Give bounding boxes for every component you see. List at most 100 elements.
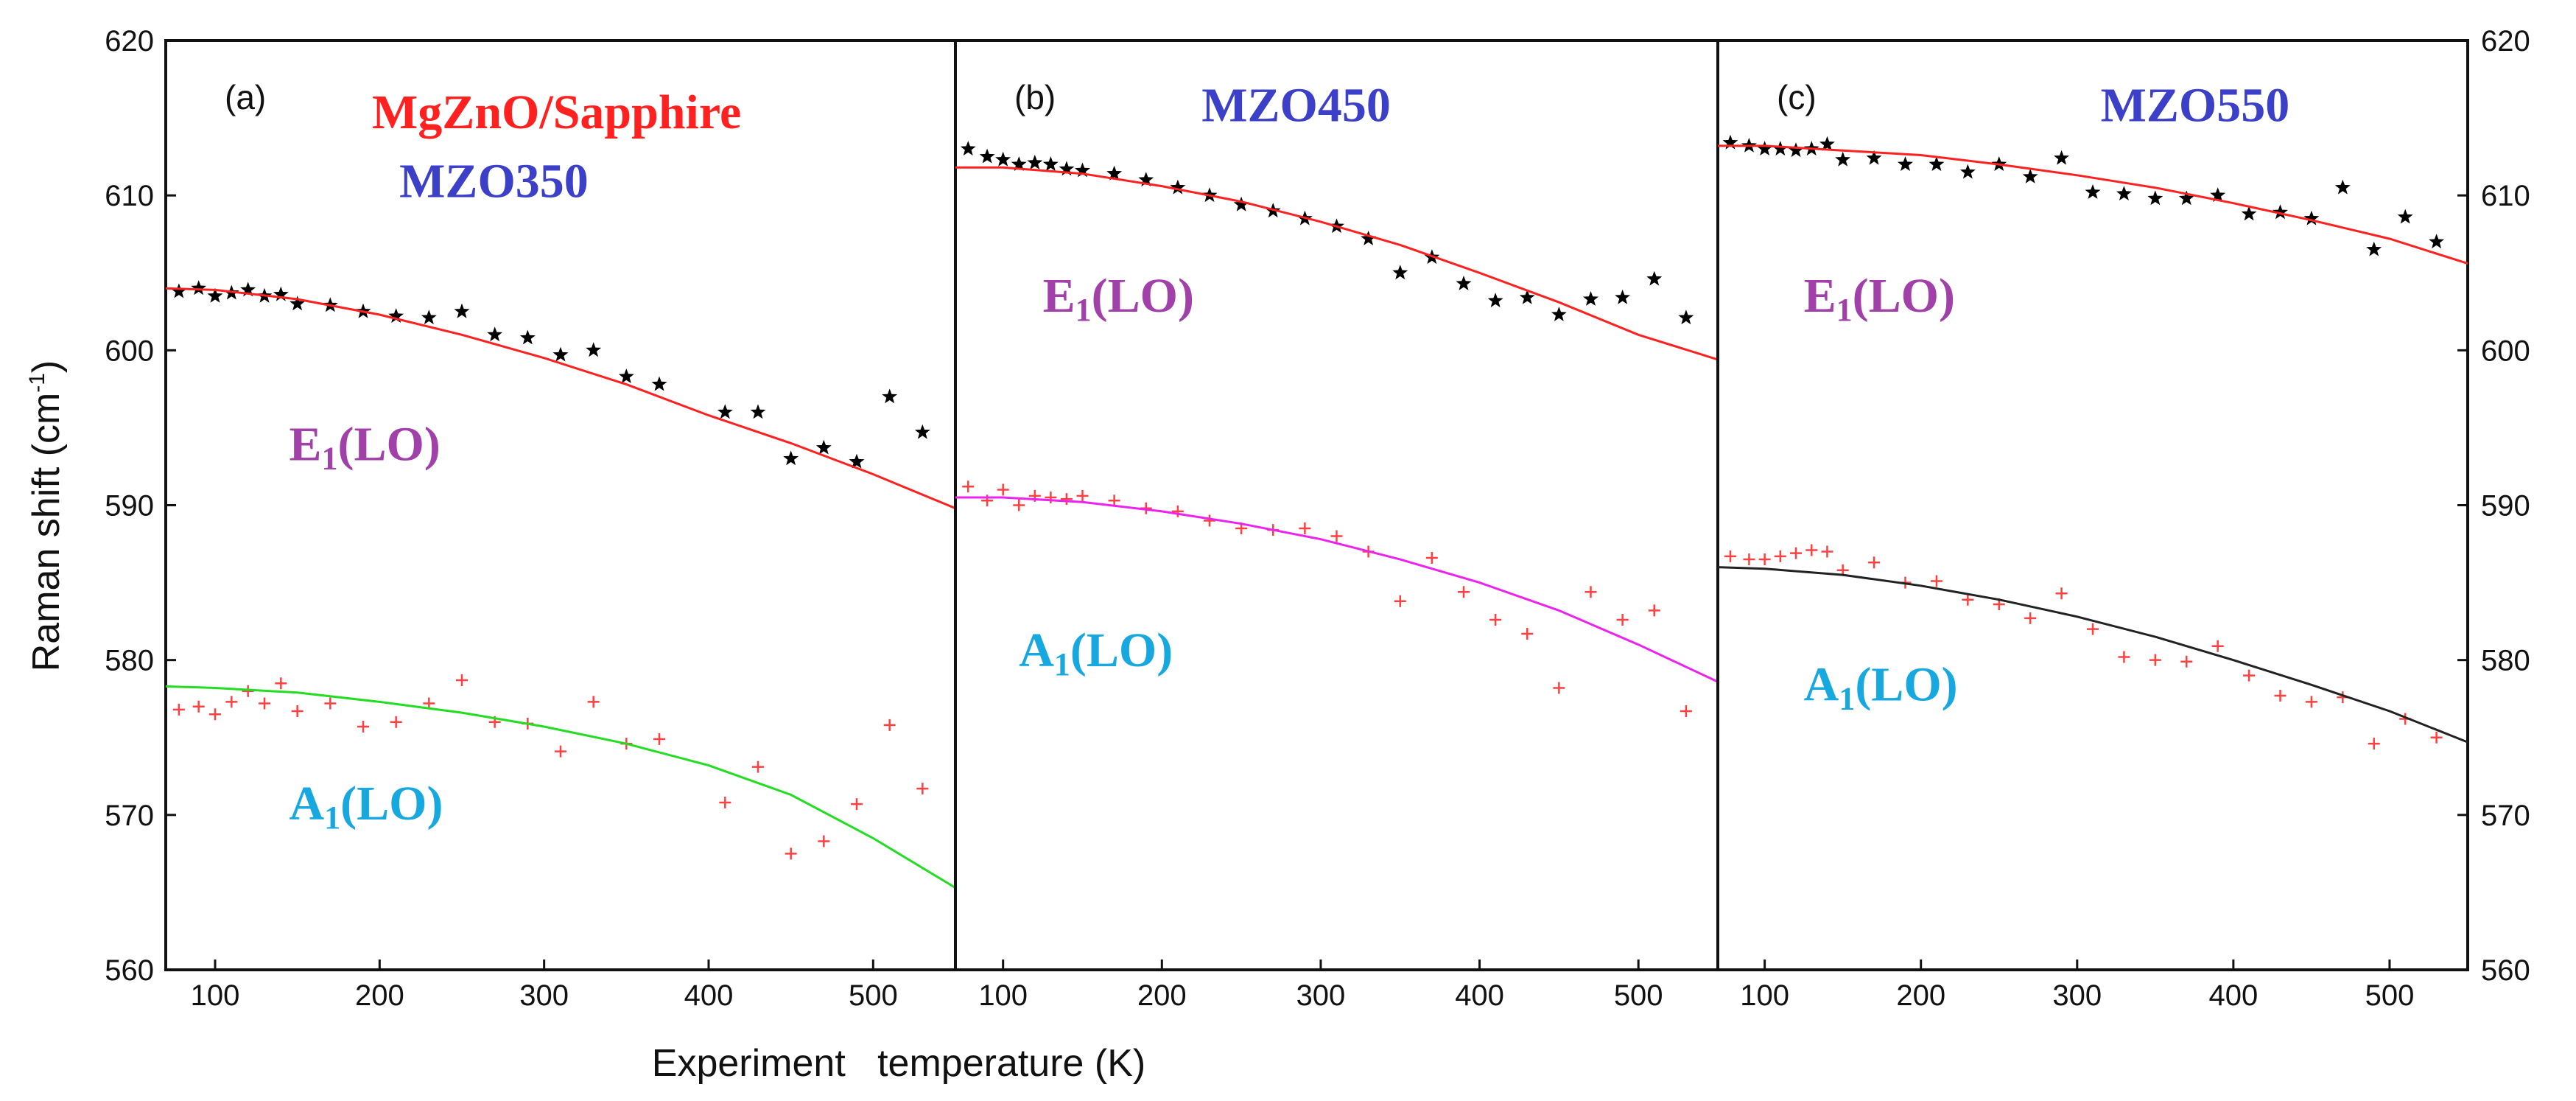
star-point [960, 141, 976, 155]
plus-point [1458, 586, 1470, 598]
star-point [1233, 196, 1249, 212]
star-point [1615, 289, 1631, 304]
plus-point [192, 700, 205, 713]
plus-point [1821, 545, 1833, 558]
plus-point [1299, 522, 1311, 535]
plus-point [209, 708, 221, 721]
x-tick-label: 400 [1455, 979, 1504, 1012]
star-point [1788, 142, 1804, 158]
star-point [519, 329, 536, 345]
plus-point [291, 705, 303, 718]
y-tick-label-left: 590 [105, 490, 154, 522]
x-tick-label: 400 [684, 979, 734, 1012]
fit-line [1718, 144, 2468, 265]
plus-point [962, 480, 975, 493]
star-point [1583, 291, 1598, 306]
plus-point [1204, 514, 1215, 527]
panel-a: 100 200 300 400 500 (a) MZO350 E1(LO) A1(LO) [164, 39, 957, 1012]
star-point [1027, 155, 1043, 169]
plus-point [1076, 489, 1089, 502]
star-point [2303, 210, 2320, 226]
plus-point [1743, 553, 1755, 566]
y-tick-label-left: 610 [105, 180, 154, 212]
star-point [487, 326, 503, 342]
y-axis-title-sup: -1 [25, 373, 49, 393]
star-point [1866, 150, 1882, 165]
panels-group: 100 200 300 400 500 (a) MZO350 E1(LO) A1(LO) 100 2… [164, 39, 2469, 1012]
x-tick-label: 100 [978, 979, 1028, 1012]
panel-label: (c) [1777, 78, 1817, 116]
plus-point [1553, 682, 1565, 694]
plus-point [1013, 499, 1025, 511]
star-point [1646, 270, 1663, 286]
plus-point [1171, 505, 1184, 517]
star-point [1678, 310, 1694, 325]
plus-point [1930, 575, 1942, 587]
y-tick-label-left: 600 [105, 335, 154, 367]
plus-point [1868, 556, 1881, 569]
y-tick-label-left: 620 [105, 25, 154, 57]
plus-point [752, 761, 764, 773]
y-tick-label-right: 560 [2481, 954, 2530, 987]
sample-name: MZO350 [399, 154, 589, 208]
star-point [2273, 204, 2288, 220]
star-point [1075, 162, 1090, 178]
plus-point [2305, 696, 2317, 708]
x-tick-label: 300 [2052, 979, 2102, 1012]
plus-point [818, 835, 830, 847]
star-point [2178, 190, 2194, 206]
star-point [1898, 156, 1913, 171]
star-point [2085, 184, 2101, 199]
star-point [289, 296, 306, 311]
star-point [717, 404, 733, 419]
plus-point [1805, 544, 1818, 556]
x-tick-label: 100 [191, 979, 240, 1012]
plus-point [1045, 491, 1057, 503]
plus-point [2274, 690, 2287, 702]
star-point [1487, 293, 1503, 307]
star-point [995, 151, 1011, 167]
fit-line [165, 287, 956, 510]
plus-point [2024, 612, 2037, 624]
mode-annotation: A1(LO) [1804, 657, 1958, 716]
star-point [171, 283, 187, 298]
star-point [750, 404, 766, 419]
star-point [454, 303, 470, 318]
y-tick-label-right: 590 [2481, 490, 2530, 522]
plus-point [916, 783, 929, 795]
plus-point [1616, 614, 1629, 626]
x-tick-label: 300 [1296, 979, 1346, 1012]
panel-frame [954, 39, 1719, 971]
star-point [1106, 165, 1123, 181]
star-point [651, 376, 667, 391]
plus-point [1584, 586, 1597, 598]
mode-annotation: A1(LO) [289, 777, 443, 836]
star-point [1361, 231, 1377, 245]
plus-point [555, 745, 566, 758]
plus-point [2087, 623, 2099, 635]
star-point [1757, 141, 1773, 155]
star-point [979, 148, 995, 164]
star-point [914, 424, 930, 439]
star-point [1835, 151, 1851, 167]
y-tick-label-right: 600 [2481, 335, 2530, 367]
plus-point [997, 483, 1009, 496]
plus-point [653, 733, 665, 745]
y-tick-label-right: 610 [2481, 180, 2530, 212]
y-tick-label-left: 570 [105, 800, 154, 832]
y-tick-label-right: 580 [2481, 645, 2530, 677]
plus-point [2180, 655, 2193, 668]
y-axis-title-close: ) [25, 360, 68, 373]
plus-point [390, 716, 402, 728]
plus-point [324, 697, 337, 710]
plus-point [2211, 640, 2224, 652]
star-point [240, 282, 256, 297]
plus-point [1489, 614, 1502, 626]
star-point [586, 342, 602, 357]
star-point [388, 308, 404, 323]
plus-point [1330, 530, 1343, 542]
star-point [1059, 161, 1075, 176]
fit-line [165, 685, 956, 889]
plus-point [1521, 627, 1534, 640]
